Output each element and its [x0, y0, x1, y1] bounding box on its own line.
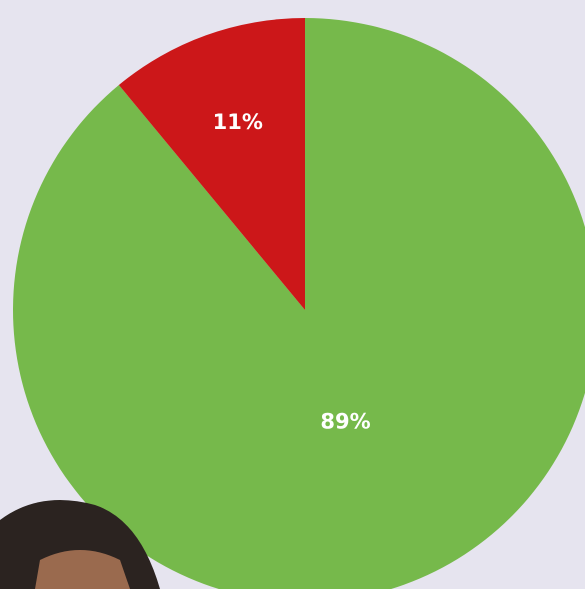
data-label: 89% — [320, 410, 370, 434]
chart: 89% 11% — [0, 0, 585, 589]
data-label: 11% — [213, 110, 263, 134]
pie: 89% 11% — [13, 18, 585, 589]
page: 89%11% (() => { const data = JSON.parse(… — [0, 0, 585, 589]
